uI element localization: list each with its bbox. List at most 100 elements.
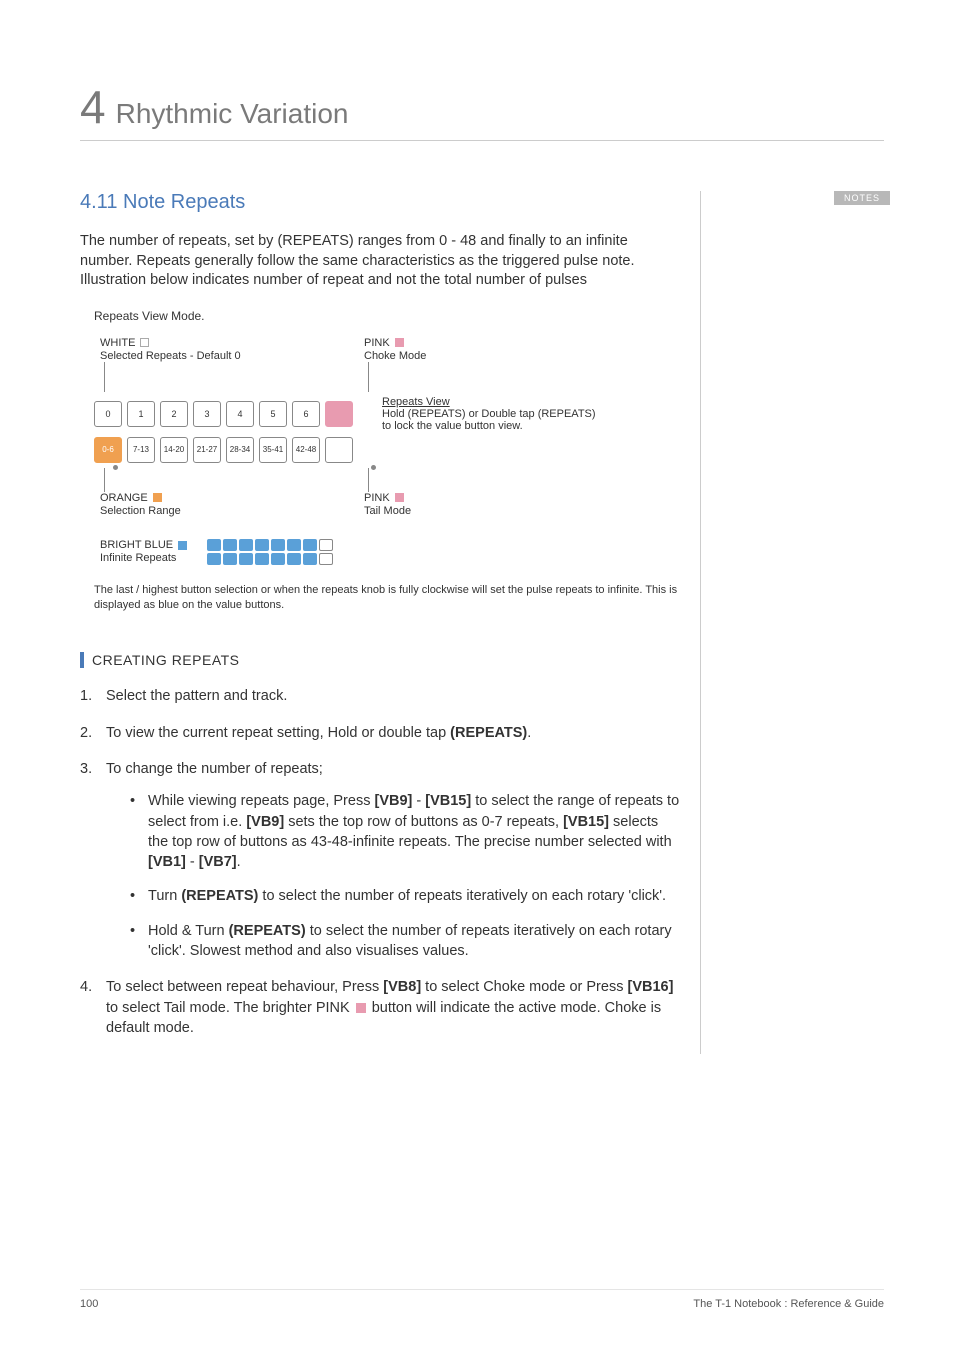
mini-button (319, 539, 333, 551)
step-1-text: Select the pattern and track. (106, 688, 287, 704)
range-button[interactable]: 42-48 (292, 437, 320, 463)
button-row-bottom: 0-6 7-13 14-20 21-27 28-34 35-41 42-48 (94, 437, 680, 463)
pink-tail-caption: Tail Mode (364, 505, 411, 517)
t: to select the number of repeats iterativ… (258, 888, 666, 904)
step-3b: Turn (REPEATS) to select the number of r… (130, 886, 680, 906)
step-3-sublist: While viewing repeats page, Press [VB9] … (130, 791, 680, 961)
footer-ref: The T-1 Notebook : Reference & Guide (693, 1298, 884, 1310)
mini-button (287, 539, 301, 551)
page-number: 100 (80, 1298, 98, 1310)
t: (REPEATS) (229, 923, 306, 939)
subheading: CREATING REPEATS (80, 652, 680, 668)
step-3c: Hold & Turn (REPEATS) to select the numb… (130, 921, 680, 962)
t: To change the number of repeats; (106, 761, 323, 777)
mini-button (223, 539, 237, 551)
range-button[interactable]: 35-41 (259, 437, 287, 463)
tail-mode-button[interactable] (325, 437, 353, 463)
pink-choke-caption: Choke Mode (364, 350, 426, 362)
t: To select between repeat behaviour, Pres… (106, 979, 383, 995)
pink-tail-label: PINK (364, 492, 390, 504)
blue-swatch (178, 541, 187, 550)
mini-button (207, 553, 221, 565)
section-heading: 4.11 Note Repeats (80, 191, 680, 214)
range-button[interactable]: 28-34 (226, 437, 254, 463)
infinite-row: BRIGHT BLUE Infinite Repeats (94, 539, 680, 565)
mini-button (239, 539, 253, 551)
repeats-view-title: Repeats View (382, 396, 450, 408)
infinite-mini-grid (207, 539, 333, 565)
t: [VB15] (425, 793, 471, 809)
pink-square-icon (356, 1003, 366, 1013)
white-swatch (140, 338, 149, 347)
page-footer: 100 The T-1 Notebook : Reference & Guide (80, 1289, 884, 1310)
value-button[interactable]: 0 (94, 401, 122, 427)
repeats-view-text: Repeats View Hold (REPEATS) or Double ta… (382, 396, 596, 432)
range-button[interactable]: 7-13 (127, 437, 155, 463)
step-3: To change the number of repeats; While v… (80, 759, 680, 961)
t: [VB8] (383, 979, 421, 995)
top-label-row: WHITE Selected Repeats - Default 0 PINK … (94, 337, 680, 392)
mini-button (303, 553, 317, 565)
t: [VB16] (627, 979, 673, 995)
step-2: To view the current repeat setting, Hold… (80, 723, 680, 743)
choke-mode-button[interactable] (325, 401, 353, 427)
step-4: To select between repeat behaviour, Pres… (80, 977, 680, 1038)
t: (REPEATS) (181, 888, 258, 904)
value-button[interactable]: 4 (226, 401, 254, 427)
pink-choke-swatch (395, 338, 404, 347)
repeats-diagram: Repeats View Mode. WHITE Selected Repeat… (94, 309, 680, 613)
mini-button (223, 553, 237, 565)
mini-button (303, 539, 317, 551)
mini-button (271, 553, 285, 565)
subheading-text: CREATING REPEATS (92, 652, 240, 668)
steps-list: Select the pattern and track. To view th… (80, 686, 680, 1038)
content-row: 4.11 Note Repeats The number of repeats,… (80, 191, 884, 1054)
range-button[interactable]: 21-27 (193, 437, 221, 463)
bottom-label-row: ORANGE Selection Range PINK Tail Mode (94, 468, 680, 517)
mini-button (271, 539, 285, 551)
button-row-top: 0 1 2 3 4 5 6 Repeats View Hold (REPEATS… (94, 396, 680, 432)
blue-label: BRIGHT BLUE (100, 539, 173, 551)
step-1: Select the pattern and track. (80, 686, 680, 706)
value-button[interactable]: 5 (259, 401, 287, 427)
t: [VB9] (374, 793, 412, 809)
t: . (237, 854, 241, 870)
chapter-heading: 4 Rhythmic Variation (80, 80, 884, 141)
value-button[interactable]: 3 (193, 401, 221, 427)
pink-tail-swatch (395, 493, 404, 502)
blue-caption: Infinite Repeats (100, 552, 187, 564)
orange-swatch (153, 493, 162, 502)
value-button[interactable]: 2 (160, 401, 188, 427)
value-button[interactable]: 1 (127, 401, 155, 427)
orange-caption: Selection Range (100, 505, 364, 517)
notes-tab: NOTES (834, 191, 890, 205)
mini-button (239, 553, 253, 565)
notes-column: NOTES (700, 191, 880, 1054)
white-caption: Selected Repeats - Default 0 (100, 350, 364, 362)
t: While viewing repeats page, Press (148, 793, 374, 809)
chapter-number: 4 (80, 80, 106, 134)
diagram-title: Repeats View Mode. (94, 309, 680, 323)
t: . (527, 725, 531, 741)
t: [VB9] (246, 814, 284, 830)
t: to select Choke mode or Press (421, 979, 627, 995)
chapter-title: Rhythmic Variation (116, 98, 349, 130)
mini-button (319, 553, 333, 565)
t: - (186, 854, 199, 870)
range-button-selected[interactable]: 0-6 (94, 437, 122, 463)
repeats-view-line2: to lock the value button view. (382, 420, 523, 432)
intro-paragraph: The number of repeats, set by (REPEATS) … (80, 232, 680, 291)
range-button[interactable]: 14-20 (160, 437, 188, 463)
step-3a: While viewing repeats page, Press [VB9] … (130, 791, 680, 872)
t: (REPEATS) (450, 725, 527, 741)
value-button[interactable]: 6 (292, 401, 320, 427)
blue-bar-icon (80, 652, 84, 668)
t: Turn (148, 888, 181, 904)
t: [VB7] (199, 854, 237, 870)
main-column: 4.11 Note Repeats The number of repeats,… (80, 191, 700, 1054)
diagram-footer: The last / highest button selection or w… (94, 583, 680, 613)
t: [VB15] (563, 814, 609, 830)
t: sets the top row of buttons as 0-7 repea… (284, 814, 563, 830)
t: [VB1] (148, 854, 186, 870)
t: to select Tail mode. The brighter PINK (106, 1000, 354, 1016)
